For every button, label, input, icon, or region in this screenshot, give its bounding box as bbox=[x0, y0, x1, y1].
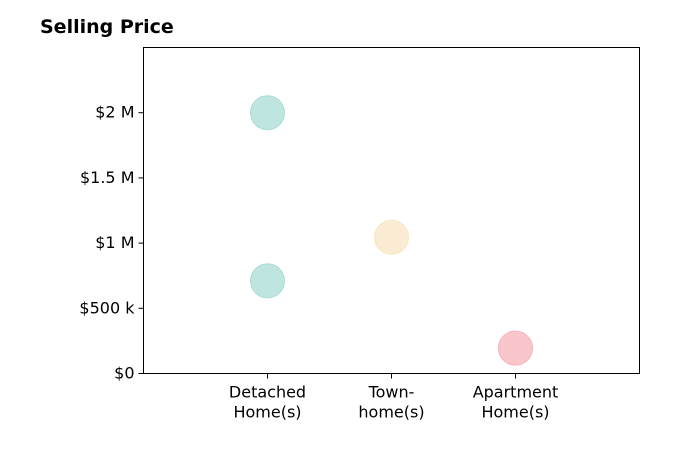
plot-frame bbox=[143, 47, 640, 374]
y-tick-label-2: $1 M bbox=[95, 233, 134, 252]
y-tick-label-0: $0 bbox=[114, 364, 134, 383]
x-tick-label-0: Detached Home(s) bbox=[229, 383, 306, 422]
data-point-3 bbox=[374, 219, 409, 255]
points-layer bbox=[250, 95, 533, 366]
data-point-4 bbox=[498, 330, 533, 366]
x-axis: Detached Home(s) Town-home(s) Apartment Home… bbox=[229, 373, 559, 422]
y-tick-label-1: $500 k bbox=[79, 298, 135, 317]
chart-title: Selling Price bbox=[40, 16, 174, 38]
x-tick-label-1: Town-home(s) bbox=[358, 383, 424, 422]
y-tick-label-4: $2 M bbox=[95, 103, 134, 122]
data-point-2 bbox=[250, 263, 285, 299]
y-axis: $0 $500 k $1 M $1.5 M $2 M bbox=[79, 103, 144, 383]
x-tick-label-2: Apartment Home(s) bbox=[473, 383, 559, 422]
y-tick-label-3: $1.5 M bbox=[80, 168, 135, 187]
data-point-1 bbox=[250, 95, 285, 131]
